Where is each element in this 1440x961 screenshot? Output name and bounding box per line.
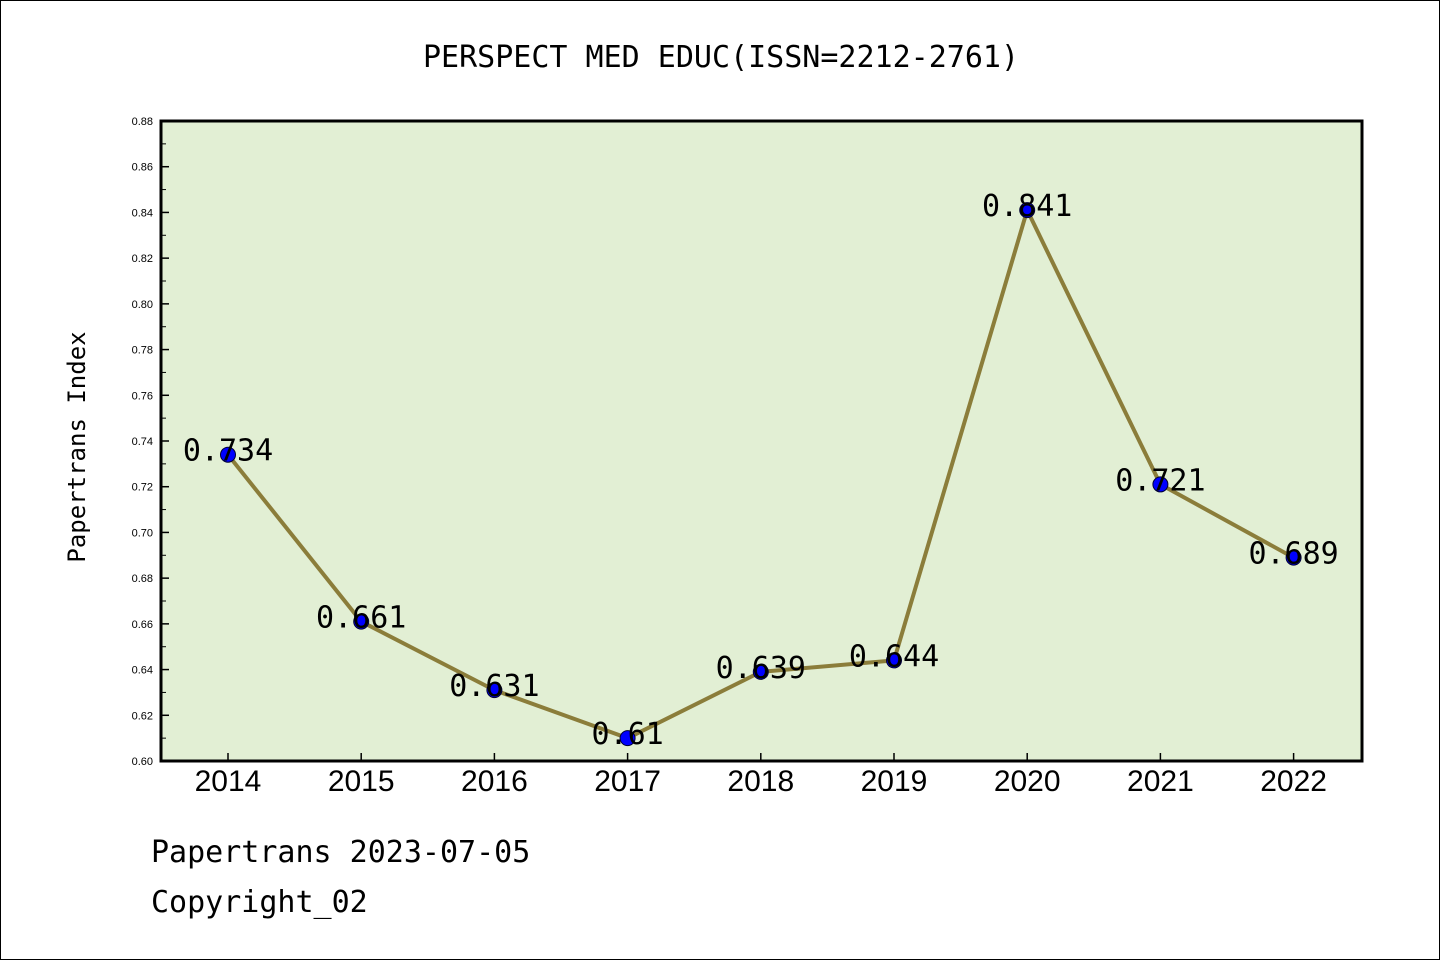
data-labels: 0.734 0.661 0.631 0.61 0.639 0.644 0.841 0.721 0… — [183, 189, 1339, 752]
y-tick-label: 0.84 — [132, 207, 153, 219]
x-tick-label: 2021 — [1127, 765, 1194, 798]
y-tick-label: 0.70 — [132, 527, 153, 539]
y-tick-label: 0.64 — [132, 665, 153, 677]
y-tick-label: 0.76 — [132, 390, 153, 402]
y-tick-label: 0.88 — [132, 116, 153, 128]
data-points — [220, 202, 1302, 747]
data-point — [619, 730, 636, 747]
x-tick-label: 2016 — [461, 765, 528, 798]
data-point — [886, 652, 902, 669]
x-tick-label: 2017 — [594, 765, 661, 798]
data-point — [1019, 202, 1036, 219]
data-label: 0.631 — [449, 669, 539, 704]
data-label: 0.661 — [316, 601, 406, 636]
chart-title: PERSPECT MED EDUC(ISSN=2212-2761) — [423, 40, 1019, 75]
footer-date: Papertrans 2023-07-05 — [151, 835, 531, 870]
x-tick-label: 2022 — [1260, 765, 1327, 798]
y-tick-label: 0.86 — [132, 162, 153, 174]
data-point — [1152, 476, 1169, 493]
x-tick-label: 2018 — [727, 765, 794, 798]
footer-copyright: Copyright_02 — [151, 885, 368, 920]
data-label: 0.644 — [849, 639, 939, 674]
data-point — [1285, 549, 1302, 566]
data-label: 0.721 — [1115, 463, 1205, 498]
y-tick-label: 0.60 — [132, 756, 153, 768]
y-tick-label: 0.78 — [132, 345, 153, 357]
y-axis-label: Papertrans Index — [63, 331, 91, 562]
data-label: 0.639 — [716, 651, 806, 686]
data-point — [353, 613, 370, 630]
data-label: 0.734 — [183, 434, 273, 469]
data-point — [752, 663, 769, 680]
y-tick-label: 0.66 — [132, 619, 153, 631]
y-axis-ticks: 0.60 0.62 0.64 0.66 0.68 0.70 0.72 0.74 0.76 0.78… — [132, 116, 169, 768]
y-tick-label: 0.82 — [132, 253, 153, 265]
y-tick-label: 0.80 — [132, 299, 153, 311]
y-tick-label: 0.74 — [132, 436, 153, 448]
plot-area — [159, 119, 1364, 763]
y-tick-label: 0.72 — [132, 482, 153, 494]
x-tick-label: 2015 — [328, 765, 395, 798]
data-label: 0.841 — [982, 189, 1072, 224]
data-label: 0.61 — [591, 717, 663, 752]
x-tick-label: 2020 — [994, 765, 1061, 798]
y-tick-label: 0.68 — [132, 573, 153, 585]
data-label: 0.689 — [1248, 537, 1338, 572]
x-axis-ticks: 2014 2015 2016 2017 2018 2019 2020 2021 2022 — [195, 753, 1327, 798]
data-point — [220, 446, 236, 463]
x-tick-label: 2019 — [861, 765, 928, 798]
y-tick-label: 0.62 — [132, 710, 153, 722]
data-point — [486, 682, 503, 699]
x-tick-label: 2014 — [195, 765, 262, 798]
